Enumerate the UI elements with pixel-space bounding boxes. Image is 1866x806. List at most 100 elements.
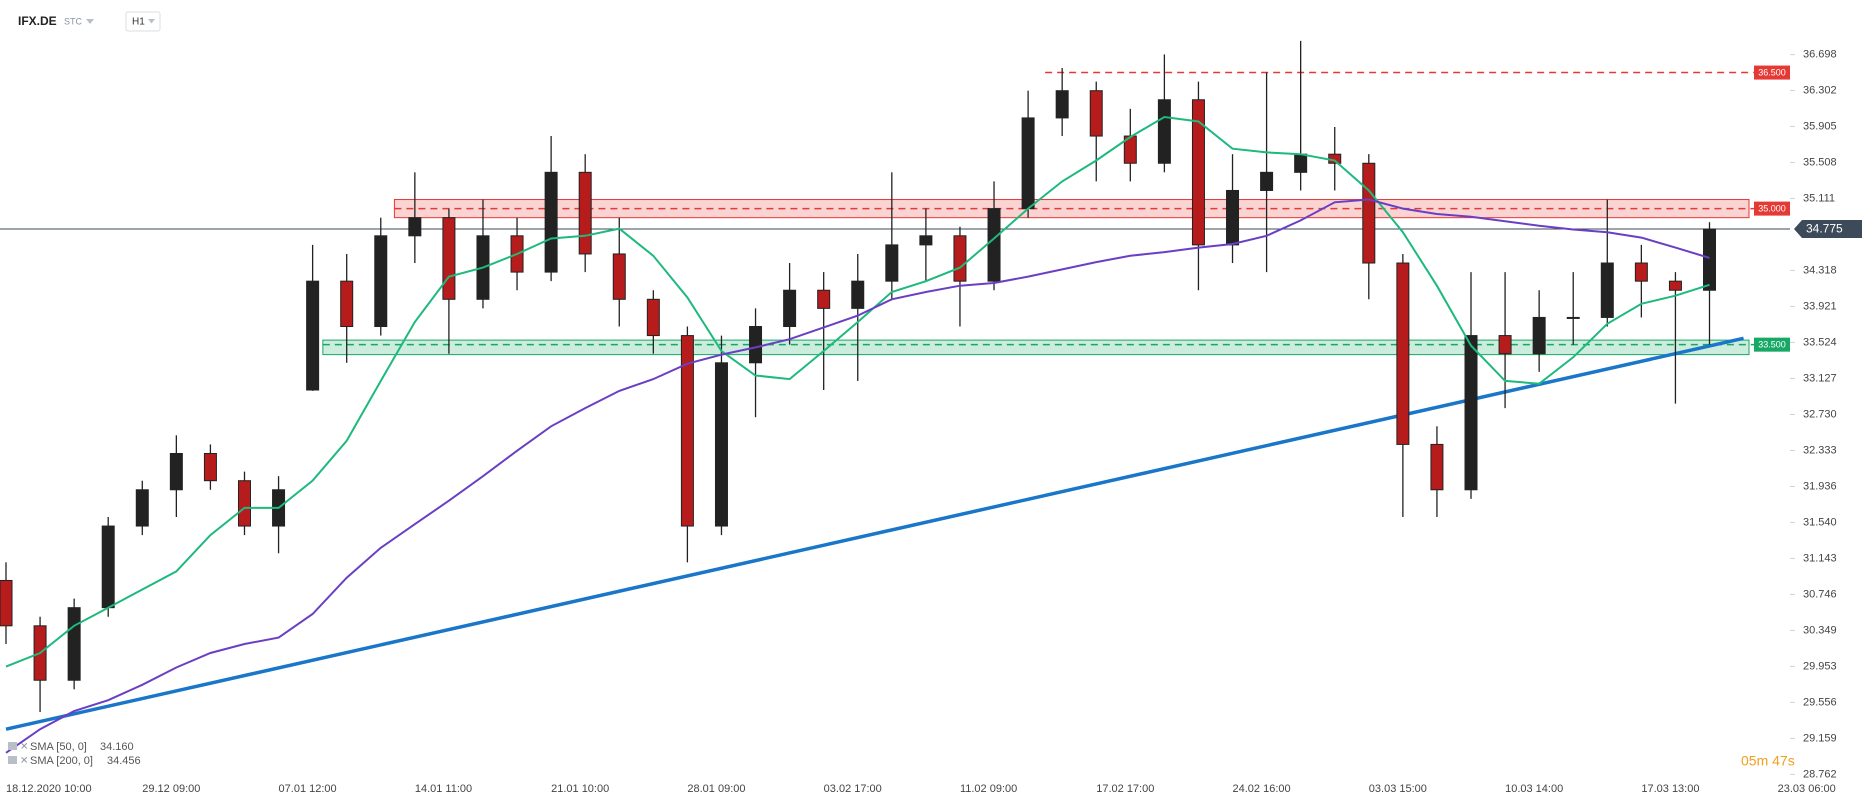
y-tick-label: 30.349 [1803,624,1837,636]
legend: ✕ SMA [50, 0] 34.160 ✕ SMA [200, 0] 34.4… [8,741,141,767]
candle-body [680,335,694,527]
y-tick-label: 36.302 [1803,84,1837,96]
legend-close[interactable]: ✕ [20,742,28,753]
dropdown-caret [86,19,94,24]
candle-body [0,579,13,627]
legend-value: 34.456 [107,755,141,767]
candle-body [1089,90,1103,137]
countdown: 05m 47s [1741,753,1795,769]
legend-name: SMA [200, 0] [30,755,93,767]
candle-body [340,280,354,328]
candle-body [1600,262,1614,318]
sma-line [5,115,1710,668]
x-tick-label: 23.03 06:00 [1778,783,1836,795]
candle-body [101,525,115,609]
candle-body [203,452,217,482]
trendline [5,336,1744,731]
y-tick-label: 31.540 [1803,516,1837,528]
y-tick-label: 30.746 [1803,588,1837,600]
level-box [1754,65,1790,80]
candle-body [1157,99,1171,164]
candle-body [851,280,865,309]
x-tick-label: 10.03 14:00 [1505,783,1563,795]
candle-body [1498,335,1512,355]
candle-body [442,217,456,300]
candle-body [612,253,626,300]
symbol-tag[interactable]: STC [64,16,83,26]
x-tick-label: 24.02 16:00 [1233,783,1291,795]
candle-body [374,235,388,328]
timeframe[interactable]: H1 [132,17,145,28]
y-tick-label: 29.953 [1803,660,1837,672]
candle-body [1566,316,1580,319]
x-tick-label: 18.12.2020 10:00 [6,783,92,795]
candle-body [646,298,660,337]
y-tick-label: 33.921 [1803,300,1837,312]
candle-body [1396,262,1410,445]
x-tick-label: 03.03 15:00 [1369,783,1427,795]
y-tick-label: 29.556 [1803,696,1837,708]
x-tick-label: 11.02 09:00 [960,783,1017,795]
x-tick-label: 29.12 09:00 [142,783,200,795]
candle-body [1668,280,1682,291]
sma-line [5,198,1710,754]
candle-body [1226,189,1240,246]
last-price-tag [1794,220,1862,239]
y-tick-label: 28.762 [1803,768,1837,780]
x-tick-label: 14.01 11:00 [415,783,472,795]
candle-body [169,452,183,491]
candle-body [714,362,728,527]
candle-body [919,235,933,246]
candle-body [67,607,81,681]
x-tick-label: 03.02 17:00 [824,783,882,795]
candle-body [1191,99,1205,246]
candle-body [1634,262,1648,282]
timeframe-box[interactable] [125,11,161,32]
candle-body [1430,443,1444,491]
candle-body [885,244,899,282]
zone-label: 35.000 [1758,203,1786,213]
candle-body [1055,90,1069,119]
candle-body [237,480,251,527]
x-tick-label: 21.01 10:00 [551,783,609,795]
zone-label: 33.500 [1758,340,1786,350]
y-tick-label: 35.508 [1803,156,1837,168]
y-tick-label: 35.905 [1803,120,1837,132]
candle-body [544,171,558,273]
candle-body [1532,316,1546,355]
candle-body [783,289,797,328]
y-tick-label: 34.318 [1803,264,1837,276]
candle-body [953,235,967,282]
legend-value: 34.160 [100,741,134,753]
y-tick-label: 33.127 [1803,372,1837,384]
candle-body [578,171,592,255]
legend-close[interactable]: ✕ [20,756,28,767]
x-tick-label: 28.01 09:00 [687,783,745,795]
candle-body [1362,162,1376,264]
header: IFX.DE STC H1 [18,11,161,32]
zone [322,339,1750,356]
y-tick-label: 36.698 [1803,49,1837,61]
legend-name: SMA [50, 0] [30,741,87,753]
candle-body [1703,228,1716,291]
symbol: IFX.DE [18,14,57,28]
x-tick-label: 17.02 17:00 [1096,783,1154,795]
y-tick-label: 31.936 [1803,480,1837,492]
legend-icon [8,756,17,764]
dropdown-caret [148,19,155,24]
candle-body [1021,117,1035,210]
y-tick-label: 32.730 [1803,408,1837,420]
candle-body [817,289,831,309]
x-tick-label: 17.03 13:00 [1641,783,1699,795]
candle-body [1294,153,1308,173]
candle-body [306,280,320,391]
candle-body [987,208,1001,282]
zone-box [1754,337,1790,352]
y-tick-label: 29.159 [1803,732,1837,744]
y-tick-label: 32.333 [1803,444,1837,456]
candle-body [1260,171,1274,191]
candle-body [135,489,149,527]
y-tick-label: 35.111 [1803,192,1835,204]
